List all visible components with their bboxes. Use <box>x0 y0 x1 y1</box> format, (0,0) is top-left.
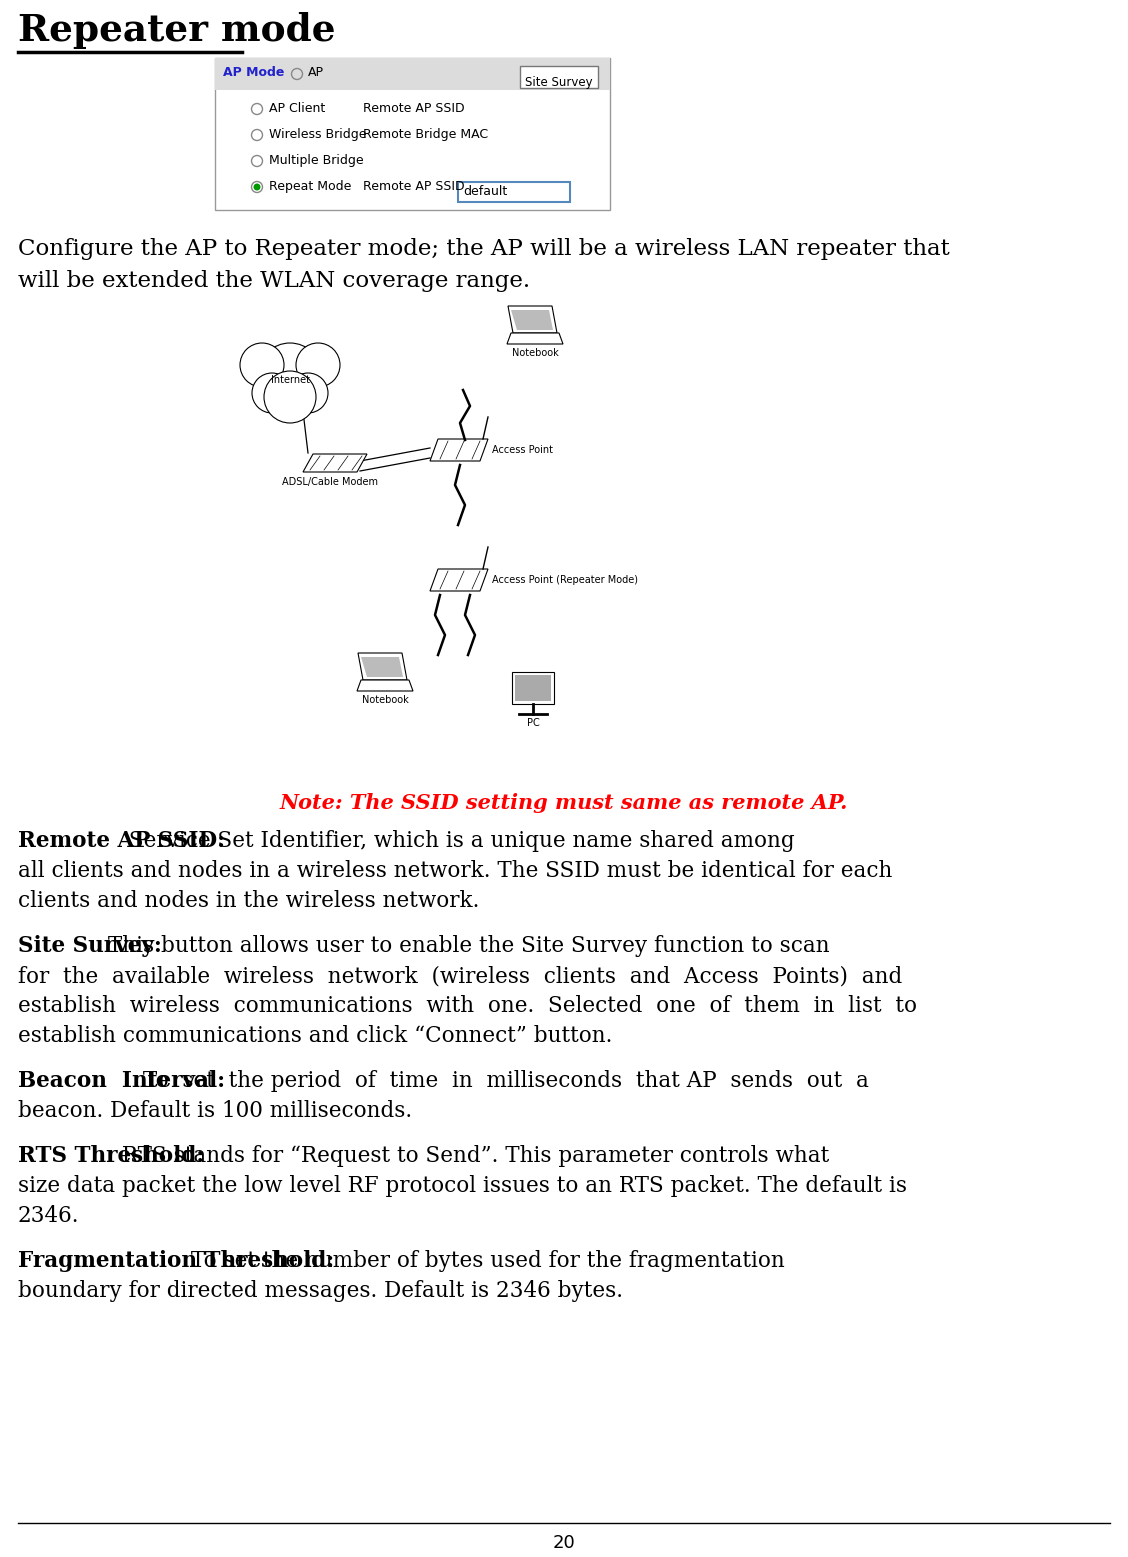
Text: Fragmentation Threshold:: Fragmentation Threshold: <box>18 1250 334 1272</box>
Text: Internet: Internet <box>271 375 309 385</box>
Polygon shape <box>430 568 488 592</box>
FancyBboxPatch shape <box>215 58 610 90</box>
Polygon shape <box>511 310 553 330</box>
Text: beacon. Default is 100 milliseconds.: beacon. Default is 100 milliseconds. <box>18 1099 412 1123</box>
Text: Multiple Bridge: Multiple Bridge <box>268 154 363 167</box>
Text: establish  wireless  communications  with  one.  Selected  one  of  them  in  li: establish wireless communications with o… <box>18 995 917 1017</box>
Text: Access Point (Repeater Mode): Access Point (Repeater Mode) <box>492 575 638 585</box>
Circle shape <box>258 343 321 406</box>
Text: ADSL/Cable Modem: ADSL/Cable Modem <box>282 476 378 487</box>
Text: Remote AP SSID: Remote AP SSID <box>363 181 465 193</box>
Text: boundary for directed messages. Default is 2346 bytes.: boundary for directed messages. Default … <box>18 1280 623 1302</box>
FancyBboxPatch shape <box>458 182 570 202</box>
Text: Note: The SSID setting must same as remote AP.: Note: The SSID setting must same as remo… <box>280 793 848 813</box>
Text: will be extended the WLAN coverage range.: will be extended the WLAN coverage range… <box>18 269 530 293</box>
Text: RTS Threshold:: RTS Threshold: <box>18 1144 204 1168</box>
Text: clients and nodes in the wireless network.: clients and nodes in the wireless networ… <box>18 891 479 912</box>
Polygon shape <box>358 652 407 680</box>
Circle shape <box>254 184 261 190</box>
Text: To  set  the period  of  time  in  milliseconds  that AP  sends  out  a: To set the period of time in millisecond… <box>135 1070 869 1091</box>
Text: AP Client: AP Client <box>268 103 325 115</box>
Text: Beacon  Interval:: Beacon Interval: <box>18 1070 226 1091</box>
Text: Site Survey:: Site Survey: <box>18 936 162 958</box>
Polygon shape <box>515 676 550 701</box>
Text: Remote Bridge MAC: Remote Bridge MAC <box>363 128 488 142</box>
Text: AP Mode: AP Mode <box>223 65 284 79</box>
Polygon shape <box>356 680 413 691</box>
Text: Access Point: Access Point <box>492 445 553 455</box>
Text: AP: AP <box>308 65 324 79</box>
Polygon shape <box>430 439 488 461</box>
Text: Site Survey: Site Survey <box>526 76 593 89</box>
Text: default: default <box>462 185 508 198</box>
Text: Remote AP SSID: Remote AP SSID <box>363 103 465 115</box>
Text: To set the number of bytes used for the fragmentation: To set the number of bytes used for the … <box>184 1250 785 1272</box>
Text: Notebook: Notebook <box>512 349 558 358</box>
Text: Notebook: Notebook <box>362 694 408 705</box>
Text: 20: 20 <box>553 1534 575 1552</box>
Text: 2346.: 2346. <box>18 1205 79 1227</box>
Text: Repeater mode: Repeater mode <box>18 12 335 48</box>
Text: This button allows user to enable the Site Survey function to scan: This button allows user to enable the Si… <box>102 936 830 958</box>
Text: establish communications and click “Connect” button.: establish communications and click “Conn… <box>18 1025 613 1046</box>
Text: Wireless Bridge: Wireless Bridge <box>268 128 367 142</box>
Polygon shape <box>361 657 403 677</box>
FancyBboxPatch shape <box>520 65 598 89</box>
Polygon shape <box>512 673 554 704</box>
Text: all clients and nodes in a wireless network. The SSID must be identical for each: all clients and nodes in a wireless netw… <box>18 859 892 881</box>
Text: for  the  available  wireless  network  (wireless  clients  and  Access  Points): for the available wireless network (wire… <box>18 965 902 987</box>
Text: Service Set Identifier, which is a unique name shared among: Service Set Identifier, which is a uniqu… <box>122 830 794 852</box>
Text: Repeat Mode: Repeat Mode <box>268 181 352 193</box>
Circle shape <box>240 343 284 388</box>
Text: RTS stands for “Request to Send”. This parameter controls what: RTS stands for “Request to Send”. This p… <box>115 1144 829 1168</box>
Text: Remote AP SSID:: Remote AP SSID: <box>18 830 226 852</box>
Circle shape <box>264 371 316 424</box>
Polygon shape <box>303 455 367 472</box>
Text: Configure the AP to Repeater mode; the AP will be a wireless LAN repeater that: Configure the AP to Repeater mode; the A… <box>18 238 950 260</box>
FancyBboxPatch shape <box>215 58 610 210</box>
Circle shape <box>288 374 328 413</box>
Polygon shape <box>508 307 557 333</box>
Circle shape <box>296 343 340 388</box>
Text: size data packet the low level RF protocol issues to an RTS packet. The default : size data packet the low level RF protoc… <box>18 1176 907 1197</box>
Circle shape <box>252 374 292 413</box>
Polygon shape <box>506 333 563 344</box>
Text: PC: PC <box>527 718 539 729</box>
